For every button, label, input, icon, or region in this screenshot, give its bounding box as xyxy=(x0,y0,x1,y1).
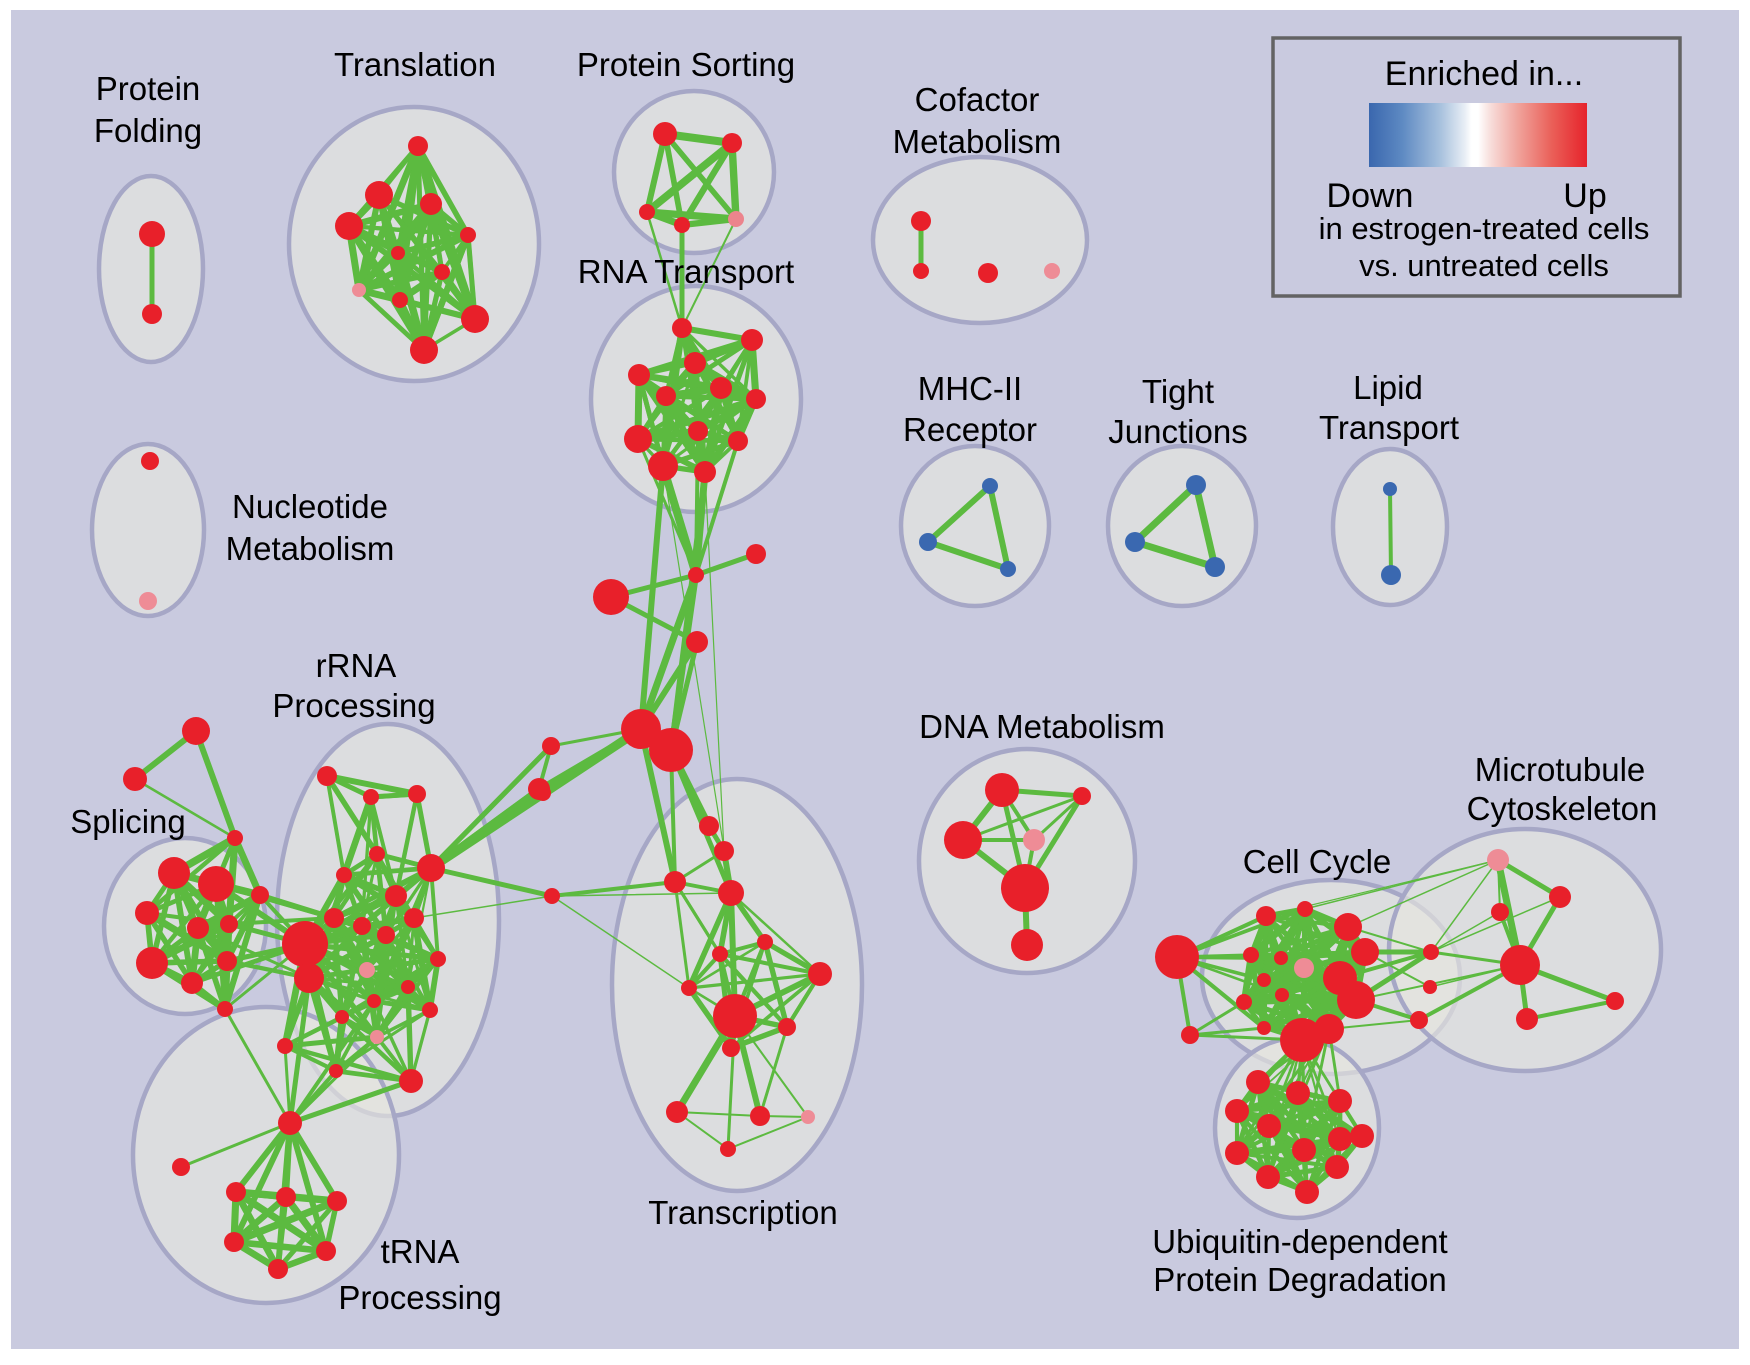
svg-text:Cell Cycle: Cell Cycle xyxy=(1243,843,1392,880)
svg-text:Junctions: Junctions xyxy=(1108,413,1247,450)
svg-text:Microtubule: Microtubule xyxy=(1475,751,1646,788)
svg-text:Receptor: Receptor xyxy=(903,411,1037,448)
svg-text:Processing: Processing xyxy=(338,1279,501,1316)
svg-text:Down: Down xyxy=(1327,177,1414,215)
svg-text:Up: Up xyxy=(1563,177,1606,215)
svg-text:tRNA: tRNA xyxy=(381,1233,460,1270)
svg-text:Metabolism: Metabolism xyxy=(893,123,1062,160)
svg-text:Nucleotide: Nucleotide xyxy=(232,488,388,525)
svg-text:Translation: Translation xyxy=(334,46,496,83)
svg-text:Splicing: Splicing xyxy=(70,803,186,840)
svg-text:RNA Transport: RNA Transport xyxy=(578,253,794,290)
svg-text:in estrogen-treated cells: in estrogen-treated cells xyxy=(1319,211,1650,246)
svg-text:Processing: Processing xyxy=(272,687,435,724)
svg-text:Metabolism: Metabolism xyxy=(226,530,395,567)
svg-text:Transport: Transport xyxy=(1319,409,1459,446)
svg-text:Lipid: Lipid xyxy=(1353,369,1423,406)
svg-text:Enriched in...: Enriched in... xyxy=(1385,55,1583,93)
svg-text:Tight: Tight xyxy=(1142,373,1214,410)
svg-text:DNA Metabolism: DNA Metabolism xyxy=(919,708,1165,745)
svg-text:vs. untreated cells: vs. untreated cells xyxy=(1359,248,1609,283)
svg-text:Cofactor: Cofactor xyxy=(915,81,1040,118)
svg-text:Protein Sorting: Protein Sorting xyxy=(577,46,795,83)
svg-text:Ubiquitin-dependent: Ubiquitin-dependent xyxy=(1152,1223,1447,1260)
svg-text:Transcription: Transcription xyxy=(648,1194,838,1231)
svg-text:Folding: Folding xyxy=(94,112,202,149)
svg-text:Protein Degradation: Protein Degradation xyxy=(1153,1261,1447,1298)
svg-text:Cytoskeleton: Cytoskeleton xyxy=(1467,790,1658,827)
svg-text:MHC-II: MHC-II xyxy=(918,370,1022,407)
svg-text:rRNA: rRNA xyxy=(316,647,397,684)
svg-text:Protein: Protein xyxy=(96,70,201,107)
